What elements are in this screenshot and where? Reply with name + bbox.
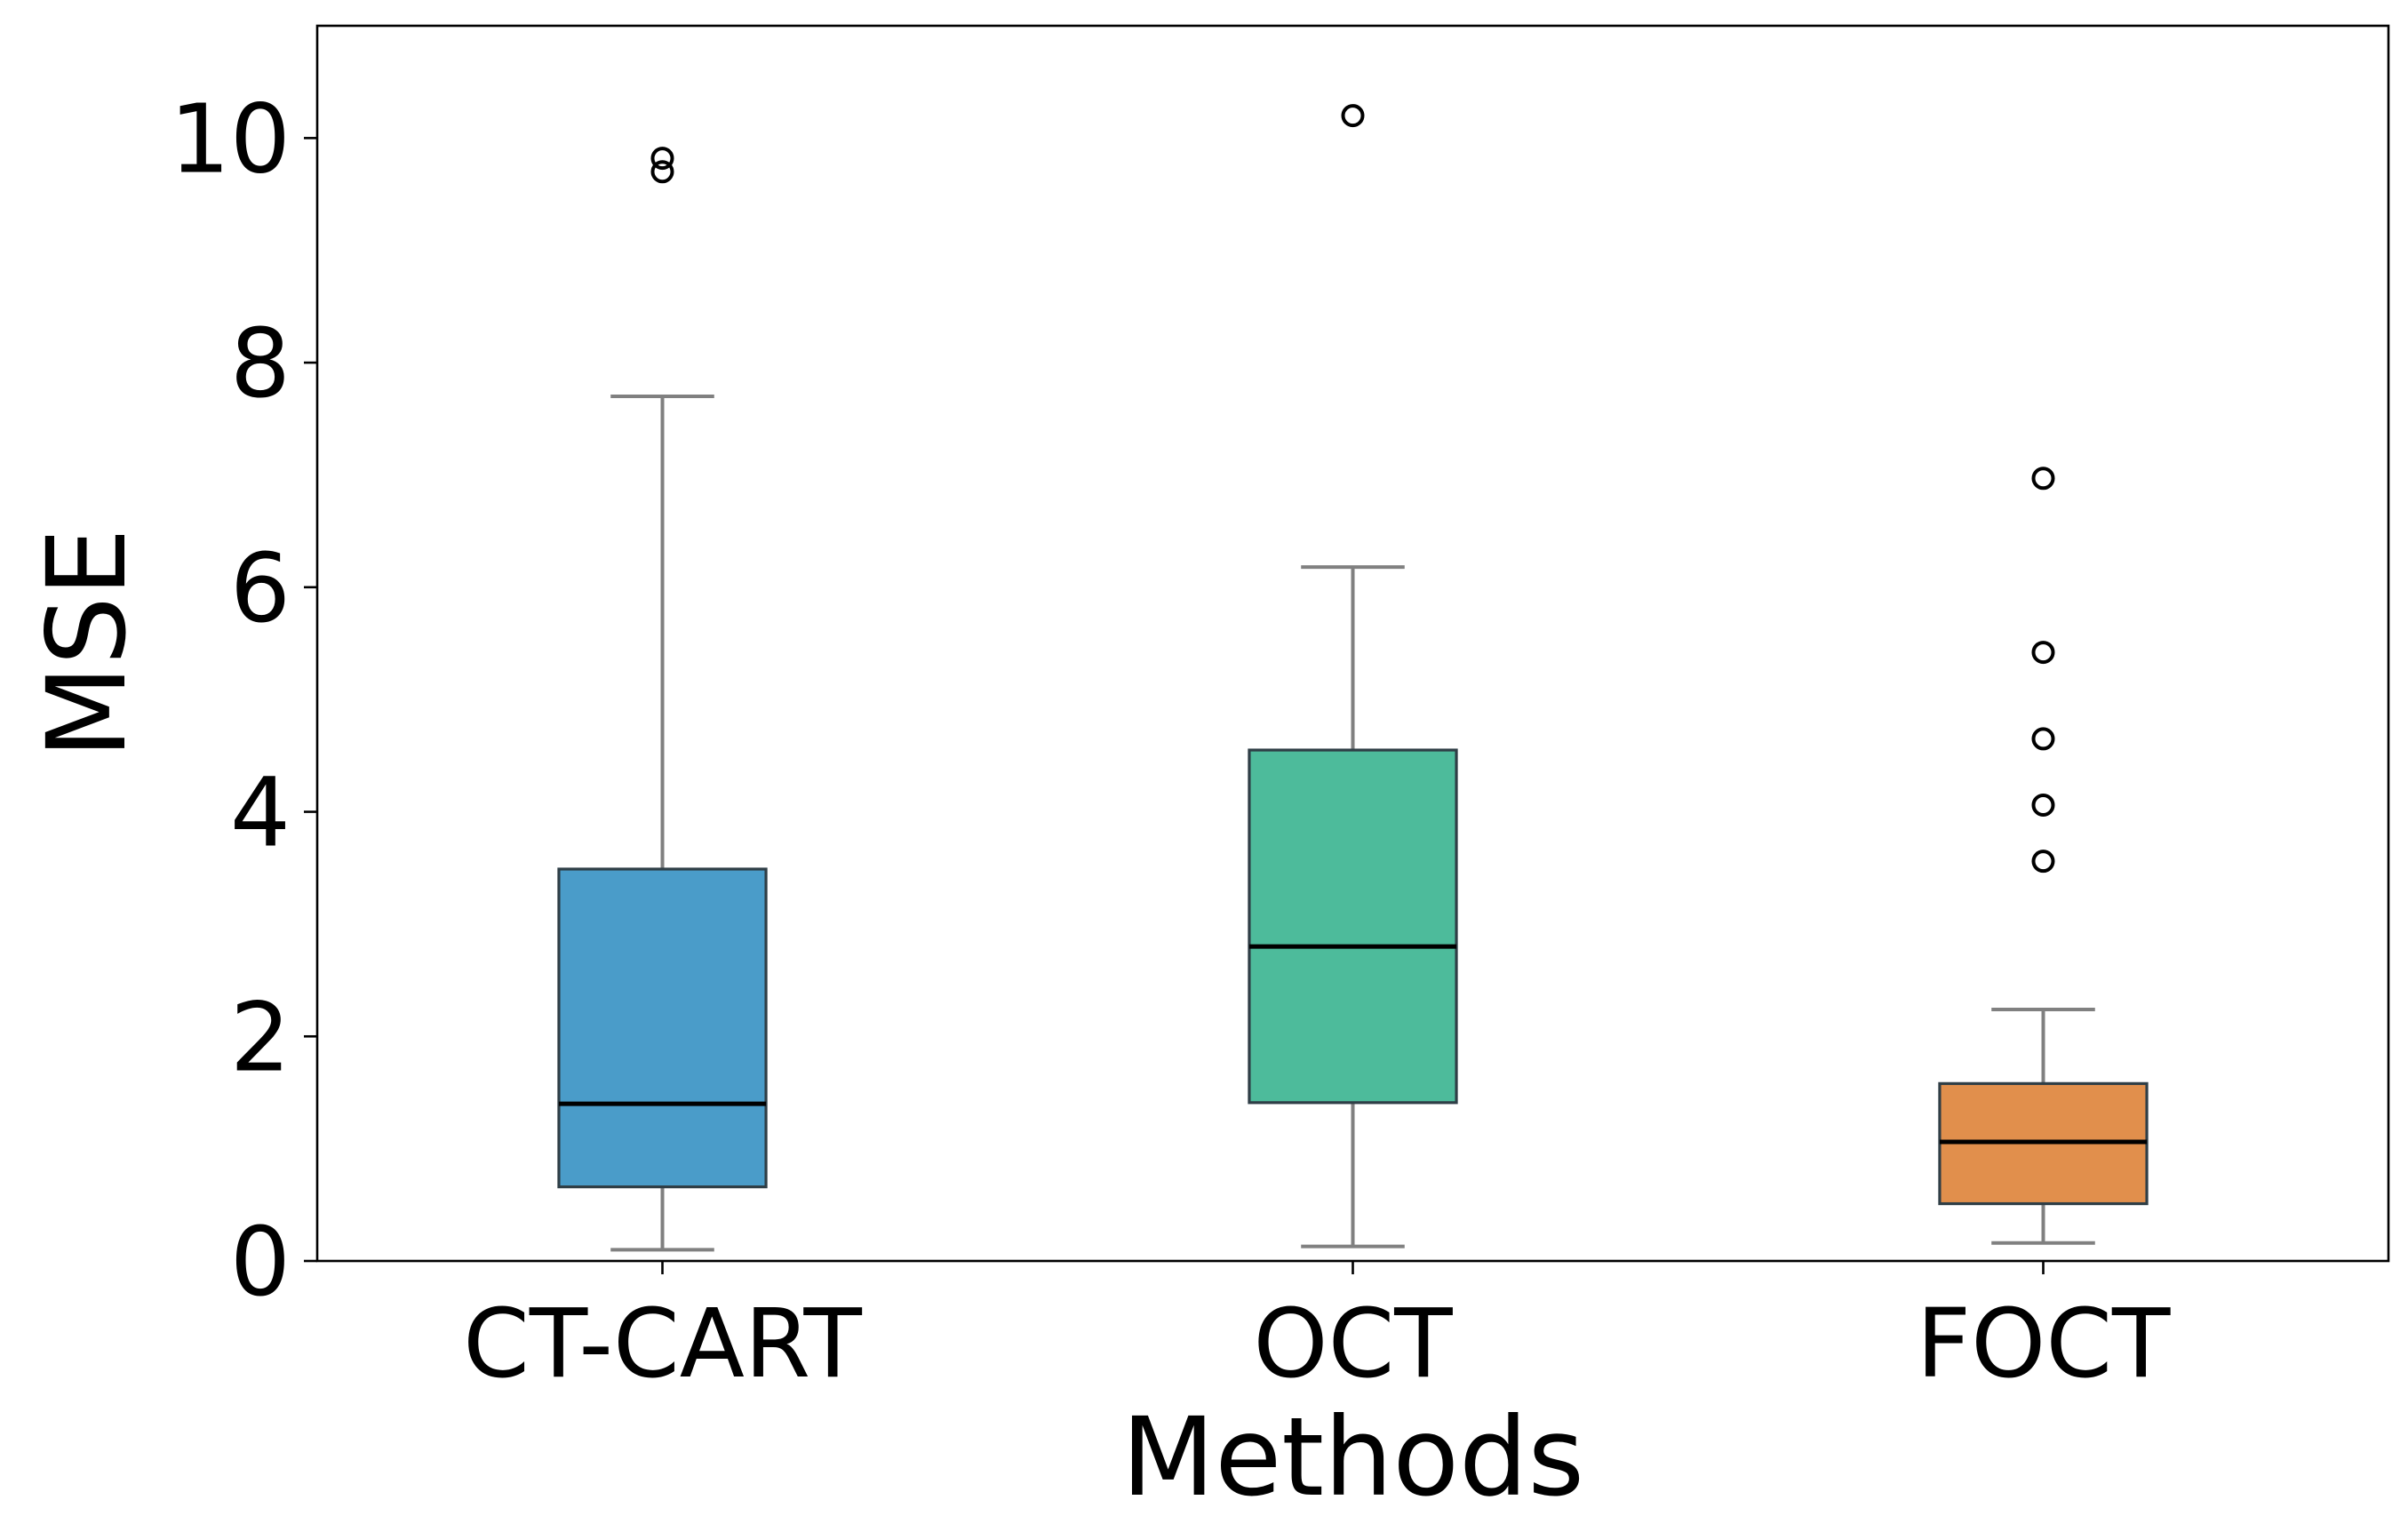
outlier-point [2031,467,2055,491]
box-group-ct-cart [557,147,768,1252]
iqr-box [557,867,768,1189]
y-tick-label: 2 [230,983,291,1093]
iqr-box [1248,748,1458,1105]
plot-frame [315,24,2390,1263]
outlier-point [2031,641,2055,665]
y-tick-label: 4 [230,759,291,869]
y-tick-label: 10 [170,84,291,195]
x-axis-title: Methods [1121,1394,1584,1520]
axis-ticks: 0 2 4 6 8 10 CT-CART OCT FOCT [170,84,2171,1400]
y-axis-title: MSE [24,528,150,759]
outlier-point [650,160,674,184]
outlier-point [2031,793,2055,817]
outlier-point [2031,727,2055,751]
y-tick-label: 8 [230,309,291,419]
box-group-foct [1938,467,2149,1245]
box-group-oct [1248,104,1458,1249]
outlier-point [650,147,674,171]
x-tick-label: CT-CART [463,1289,862,1400]
outlier-point [2031,850,2055,874]
y-tick-label: 0 [230,1208,291,1318]
x-tick-label: FOCT [1917,1289,2171,1400]
box-series [557,104,2149,1252]
outlier-point [1341,104,1365,128]
y-tick-label: 6 [230,534,291,644]
x-tick-label: OCT [1253,1289,1453,1400]
